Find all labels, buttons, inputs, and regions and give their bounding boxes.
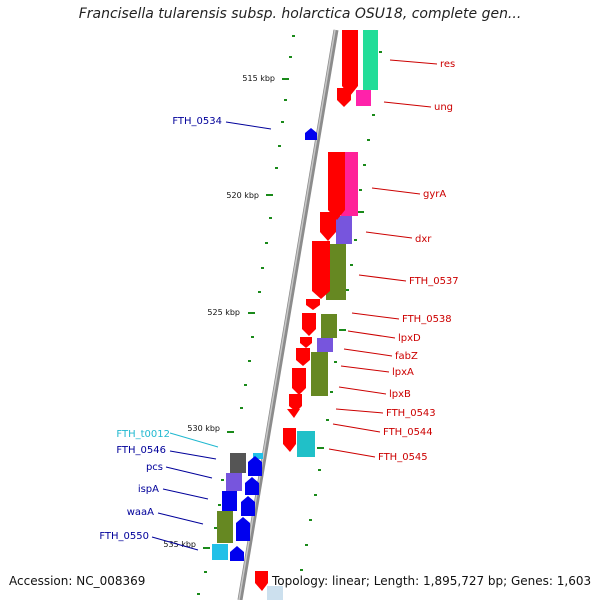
- analysis-segment[interactable]: [356, 90, 371, 106]
- reverse-genes: [212, 128, 317, 600]
- gene-label-FTH_0543[interactable]: FTH_0543: [386, 408, 436, 419]
- kbp-label-520: 520 kbp: [226, 191, 259, 200]
- gene-label-ung[interactable]: ung: [434, 102, 453, 113]
- gene-label-FTH_0538[interactable]: FTH_0538: [402, 314, 452, 325]
- gene-FTH_0546-arrow[interactable]: [248, 456, 262, 476]
- gene-lpxB-arrow[interactable]: [292, 368, 306, 395]
- right-label-lines: [328, 59, 438, 458]
- kbp-label-530: 530 kbp: [187, 424, 220, 433]
- outer-tick-column: [197, 35, 295, 595]
- gene-label-dxr[interactable]: dxr: [415, 234, 432, 245]
- gene-label-FTH_0545[interactable]: FTH_0545: [378, 452, 428, 463]
- gene-next-arrow[interactable]: [255, 571, 268, 591]
- gene-label-lpxA[interactable]: lpxA: [392, 367, 414, 378]
- kbp-label-525: 525 kbp: [207, 308, 240, 317]
- gene-label-res[interactable]: res: [440, 59, 455, 70]
- gene-label-lpxD[interactable]: lpxD: [398, 333, 421, 344]
- analysis-block[interactable]: [226, 473, 242, 491]
- analysis-segment[interactable]: [341, 152, 358, 216]
- gene-res-arrow[interactable]: [342, 30, 358, 96]
- gene-label-FTH_0534[interactable]: FTH_0534: [172, 116, 222, 127]
- analysis-block[interactable]: [212, 544, 228, 560]
- gene-label-FTH_0544[interactable]: FTH_0544: [383, 427, 433, 438]
- gene-FTH_0537-arrow[interactable]: [312, 241, 330, 299]
- gene-lpxA-arrow[interactable]: [296, 348, 310, 366]
- gene-dxr-arrow[interactable]: [320, 212, 336, 241]
- genome-backbone: [237, 29, 339, 600]
- gene-label-gyrA[interactable]: gyrA: [423, 189, 446, 200]
- gene-waaA-arrow[interactable]: [236, 517, 250, 541]
- gene-FTH_0550-arrow[interactable]: [230, 546, 244, 561]
- analysis-segment[interactable]: [297, 431, 315, 457]
- gene-lpxD-arrow[interactable]: [302, 313, 316, 336]
- analysis-block[interactable]: [230, 453, 246, 473]
- gene-label-fabZ[interactable]: fabZ: [395, 351, 418, 362]
- analysis-segment[interactable]: [317, 338, 333, 352]
- gene-ispA-arrow[interactable]: [241, 496, 255, 516]
- gene-label-ispA[interactable]: ispA: [138, 484, 159, 495]
- kbp-label-515: 515 kbp: [242, 74, 275, 83]
- gene-FTH_0544-arrow[interactable]: [287, 409, 300, 418]
- analysis-segment[interactable]: [363, 30, 378, 90]
- gene-label-pcs[interactable]: pcs: [146, 462, 163, 473]
- gene-FTH_0543-arrow[interactable]: [289, 394, 302, 412]
- gene-label-FTH_t0012[interactable]: FTH_t0012: [116, 429, 170, 440]
- gene-FTH_0538-arrow[interactable]: [306, 299, 320, 310]
- gene-gyrA-arrow[interactable]: [328, 152, 345, 220]
- analysis-segment[interactable]: [326, 244, 346, 300]
- gene-FTH_0534-arrow[interactable]: [305, 128, 317, 140]
- analysis-track: [297, 30, 378, 457]
- analysis-block[interactable]: [217, 511, 233, 543]
- gene-label-waaA[interactable]: waaA: [127, 507, 154, 518]
- analysis-block[interactable]: [222, 491, 237, 511]
- forward-genes: [255, 30, 358, 591]
- map-title: Francisella tularensis subsp. holarctica…: [78, 6, 522, 22]
- gene-label-lpxB[interactable]: lpxB: [389, 389, 411, 400]
- gene-FTH_t0012-marker[interactable]: [253, 453, 263, 459]
- analysis-segment[interactable]: [321, 314, 337, 338]
- gene-label-FTH_0546[interactable]: FTH_0546: [116, 445, 166, 456]
- analysis-segment[interactable]: [336, 216, 352, 244]
- topology-text: Topology: linear; Length: 1,895,727 bp; …: [272, 574, 592, 588]
- accession-text: Accession: NC_008369: [9, 574, 146, 588]
- gene-pcs-arrow[interactable]: [245, 477, 259, 495]
- left-label-lines: [151, 121, 272, 551]
- gene-label-FTH_0550[interactable]: FTH_0550: [99, 531, 149, 542]
- gene-fabZ-arrow[interactable]: [300, 337, 312, 348]
- gene-FTH_0545-arrow[interactable]: [283, 428, 296, 452]
- analysis-block[interactable]: [267, 586, 283, 600]
- analysis-segment[interactable]: [311, 352, 328, 396]
- gene-label-FTH_0537[interactable]: FTH_0537: [409, 276, 459, 287]
- gene-ung-arrow[interactable]: [337, 88, 351, 107]
